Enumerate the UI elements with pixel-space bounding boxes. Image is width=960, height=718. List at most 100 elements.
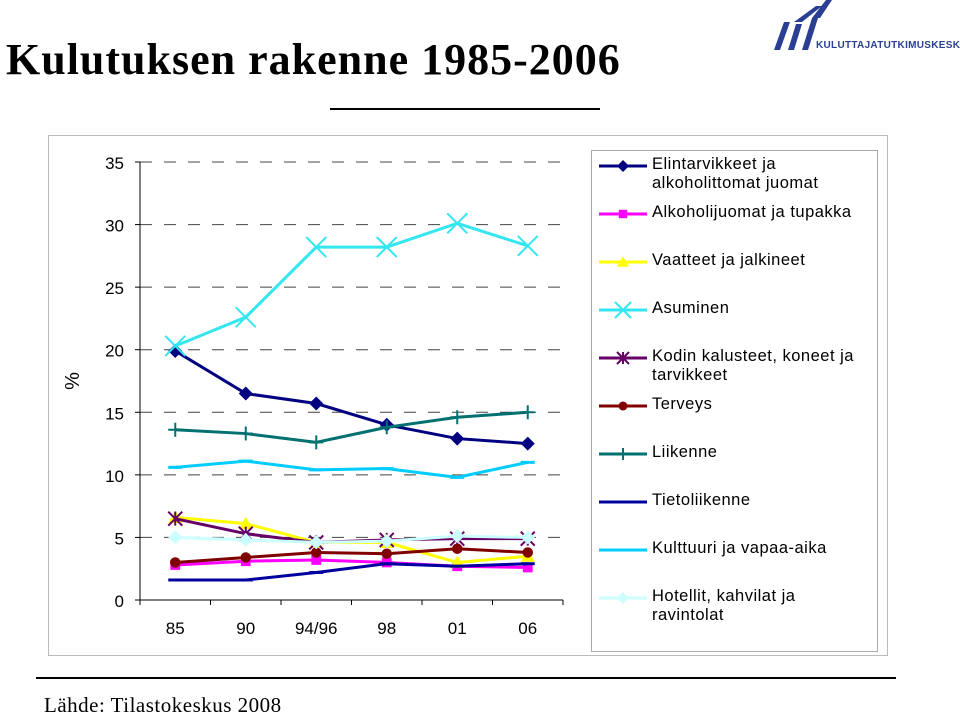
legend-label: Elintarvikkeet ja alkoholittomat juomat	[652, 155, 819, 192]
legend-label: Asuminen	[652, 299, 730, 317]
data-point	[168, 422, 183, 437]
series-line	[170, 543, 533, 568]
series-path	[175, 562, 528, 582]
footer-rule	[36, 677, 896, 679]
legend-marker	[618, 209, 628, 219]
x-tick-label: 06	[518, 619, 537, 638]
legend-marker	[617, 592, 629, 604]
legend-marker	[616, 351, 630, 365]
legend-symbol	[599, 351, 647, 365]
data-point	[309, 396, 324, 411]
data-point	[238, 386, 253, 401]
legend-symbol	[599, 548, 647, 552]
legend-symbol	[599, 301, 647, 319]
data-point	[446, 212, 468, 235]
data-point	[452, 543, 463, 554]
legend-symbol	[599, 592, 647, 604]
legend-label: Vaatteet ja jalkineet	[652, 251, 806, 269]
data-point	[311, 555, 322, 565]
data-point	[164, 335, 186, 357]
y-axis-label: %	[62, 372, 84, 390]
chart-legend: Elintarvikkeet ja alkoholittomat juomat A…	[591, 150, 878, 652]
data-point	[522, 547, 533, 558]
logo	[768, 0, 960, 60]
legend-marker	[617, 256, 629, 267]
y-tick-label: 20	[105, 342, 124, 361]
y-tick-label: 0	[115, 592, 124, 611]
legend-label: Hotellit, kahvilat ja ravintolat	[652, 587, 796, 624]
series-path	[175, 459, 529, 479]
legend-label: Alkoholijuomat ja tupakka	[652, 203, 852, 221]
data-point	[522, 562, 533, 573]
data-point	[309, 435, 324, 450]
legend-symbol	[599, 500, 647, 504]
data-point	[235, 306, 257, 328]
data-point	[517, 235, 539, 257]
series-path	[174, 221, 529, 348]
data-point	[238, 532, 253, 547]
x-tick-label: 01	[448, 619, 467, 638]
legend-marker	[617, 160, 629, 172]
legend-label: Kulttuuri ja vapaa-aika	[652, 539, 827, 557]
x-tick-label: 98	[377, 619, 396, 638]
data-point	[311, 547, 322, 558]
legend-symbol	[599, 401, 647, 411]
legend-marker	[614, 301, 632, 319]
data-point	[379, 420, 394, 435]
legend-label: Tietoliikenne	[652, 491, 751, 509]
y-tick-label: 10	[105, 467, 124, 486]
series-line	[168, 405, 535, 450]
data-point	[520, 530, 535, 545]
y-tick-label: 15	[105, 404, 124, 423]
page-title: Kulutuksen rakenne 1985-2006	[6, 35, 621, 84]
data-point	[379, 534, 394, 549]
data-point	[170, 557, 181, 568]
legend-label: Liikenne	[652, 443, 718, 461]
data-point	[168, 343, 183, 358]
source-note: Lähde: Tilastokeskus 2008	[44, 693, 282, 717]
data-point	[450, 410, 465, 425]
x-tick-label: 94/96	[295, 619, 338, 638]
chart-frame	[48, 135, 888, 656]
data-point	[238, 426, 253, 441]
data-point	[167, 510, 183, 527]
data-point	[305, 236, 327, 258]
series-path	[175, 547, 528, 564]
data-point	[376, 236, 398, 258]
data-point	[450, 529, 465, 544]
series-line	[168, 562, 535, 582]
series-line	[164, 212, 539, 357]
legend-label: Terveys	[652, 395, 713, 413]
logo-mark-icon	[774, 0, 832, 50]
series-line	[168, 529, 535, 550]
series-path	[175, 534, 528, 544]
series-line	[168, 343, 535, 451]
data-point	[520, 405, 535, 420]
legend-symbol	[599, 160, 647, 172]
legend-marker	[618, 401, 628, 411]
series-path	[175, 410, 528, 444]
y-tick-label: 30	[105, 217, 124, 236]
legend-symbol	[599, 448, 647, 460]
data-point	[240, 552, 251, 563]
logo-text: KULUTTAJATUTKIMUSKESKUS	[816, 40, 960, 51]
x-tick-label: 85	[166, 619, 185, 638]
data-point	[309, 535, 324, 550]
data-point	[238, 516, 253, 530]
title-underline	[330, 108, 600, 110]
data-point	[450, 431, 465, 446]
data-point	[520, 436, 535, 451]
series-line	[168, 459, 535, 479]
legend-label: Kodin kalusteet, koneet ja tarvikkeet	[652, 347, 854, 384]
legend-symbol	[599, 209, 647, 219]
data-point	[381, 548, 392, 559]
y-tick-label: 35	[105, 154, 124, 173]
series-path	[174, 349, 528, 446]
y-tick-label: 25	[105, 279, 124, 298]
x-tick-label: 90	[236, 619, 255, 638]
legend-symbol	[599, 256, 647, 267]
y-tick-label: 5	[115, 529, 124, 548]
legend-marker	[617, 448, 629, 460]
data-point	[168, 530, 183, 545]
